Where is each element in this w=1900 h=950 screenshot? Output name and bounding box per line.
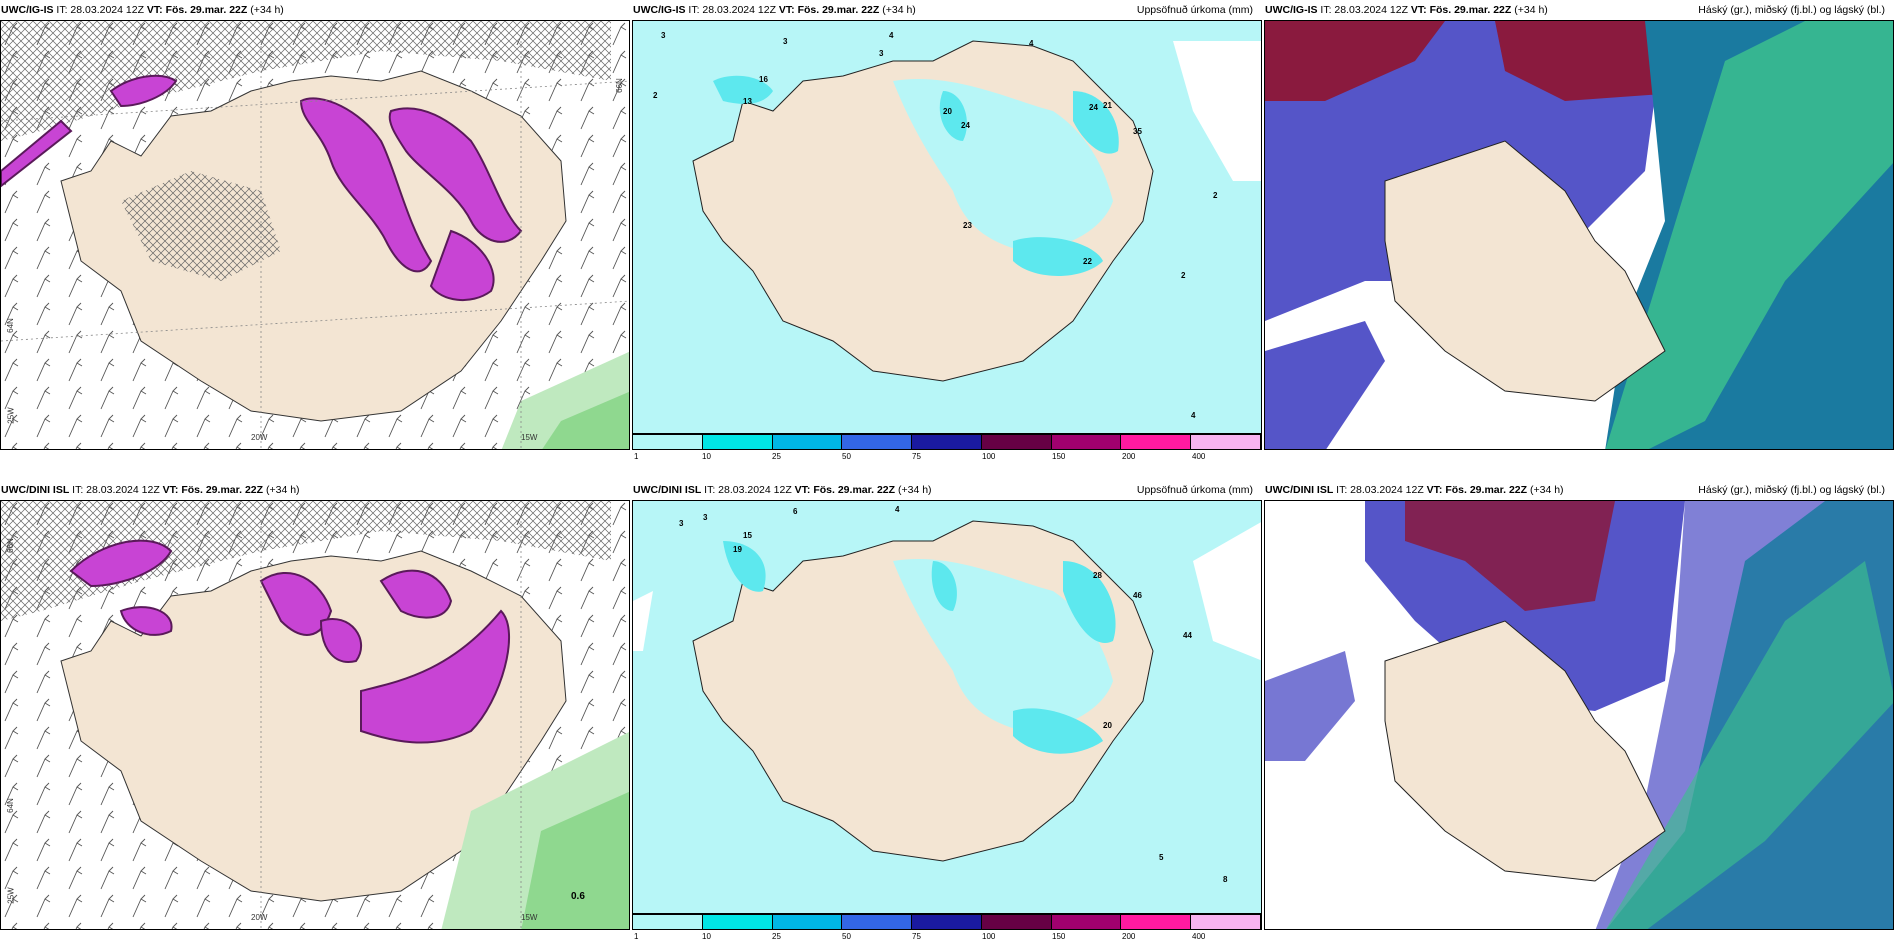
colorbar-ticks: 1 10 25 50 75 100 150 200 400 [634,452,1206,461]
side-lon-label: 25W [6,887,16,904]
panel-precip-row1: UWC/IG-IS IT: 28.03.2024 12Z VT: Fös. 29… [632,0,1262,461]
precip-label-layer: 3 3 6 4 15 19 28 46 44 20 8 5 [633,501,1261,913]
corner-value: 0.6 [571,891,585,902]
precip-value: 44 [1183,631,1192,640]
precip-value: 28 [1093,571,1102,580]
panel-header: UWC/IG-IS IT: 28.03.2024 12Z VT: Fös. 29… [1265,4,1885,16]
side-lon-label: 25W [6,407,16,424]
panel-header: UWC/DINI ISL IT: 28.03.2024 12Z VT: Fös.… [1,484,300,496]
map-precip[interactable]: 3 3 3 4 4 2 16 13 20 24 24 21 35 23 22 2… [632,20,1262,434]
precip-value: 19 [733,545,742,554]
panel-header: UWC/DINI ISL IT: 28.03.2024 12Z VT: Fös.… [633,484,1253,496]
map-precip[interactable]: 3 3 6 4 15 19 28 46 44 20 8 5 [632,500,1262,914]
precip-value: 3 [679,519,684,528]
precip-value: 3 [661,31,666,40]
precip-value: 3 [783,37,788,46]
lat-label-64n: 64N [5,318,15,333]
lon-tick-row: 20W 15W [251,433,538,442]
precip-value: 4 [889,31,894,40]
precip-value: 20 [1103,721,1112,730]
precip-value: 20 [943,107,952,116]
precip-value: 13 [743,97,752,106]
precip-value: 23 [963,221,972,230]
precip-value: 22 [1083,257,1092,266]
panel-header: UWC/DINI ISL IT: 28.03.2024 12Z VT: Fös.… [1265,484,1885,496]
panel-header: UWC/IG-IS IT: 28.03.2024 12Z VT: Fös. 29… [633,4,1253,16]
panel-clouds-row2: UWC/DINI ISL IT: 28.03.2024 12Z VT: Fös.… [1264,480,1894,930]
panel-precip-row2: UWC/DINI ISL IT: 28.03.2024 12Z VT: Fös.… [632,480,1262,941]
precip-value: 2 [1181,271,1186,280]
map-wind-hail[interactable]: 20W 15W 66N 64N 25W 0.6 [0,500,630,930]
precip-value: 4 [895,505,900,514]
precip-value: 21 [1103,101,1112,110]
precip-colorbar: 1 10 25 50 75 100 150 200 400 [632,914,1262,941]
lat-label-64n: 64N [5,798,15,813]
precip-value: 46 [1133,591,1142,600]
lat-label-66n: 66N [615,78,625,93]
panel-wind-hail-row2: UWC/DINI ISL IT: 28.03.2024 12Z VT: Fös.… [0,480,630,930]
precip-value: 3 [879,49,884,58]
precip-value: 2 [1213,191,1218,200]
precip-value: 6 [793,507,798,516]
precip-colorbar: 1 10 25 50 75 100 150 200 400 [632,434,1262,461]
colorbar [632,914,1262,930]
precip-value: 24 [961,121,970,130]
precip-value: 16 [759,75,768,84]
colorbar [632,434,1262,450]
panel-clouds-row1: UWC/IG-IS IT: 28.03.2024 12Z VT: Fös. 29… [1264,0,1894,450]
map-clouds[interactable] [1264,500,1894,930]
panel-wind-hail-row1: UWC/IG-IS IT: 28.03.2024 12Z VT: Fös. 29… [0,0,630,450]
map-clouds[interactable] [1264,20,1894,450]
precip-value: 4 [1191,411,1196,420]
panel-header: UWC/IG-IS IT: 28.03.2024 12Z VT: Fös. 29… [1,4,284,16]
lon-tick-row: 20W 15W [251,913,538,922]
lat-label-66n: 66N [5,538,15,553]
precip-value: 5 [1159,853,1164,862]
colorbar-ticks: 1 10 25 50 75 100 150 200 400 [634,932,1206,941]
precip-value: 3 [703,513,708,522]
precip-value: 8 [1223,875,1228,884]
precip-value: 15 [743,531,752,540]
precip-value: 24 [1089,103,1098,112]
precip-value: 4 [1029,39,1034,48]
precip-value: 2 [653,91,658,100]
precip-value: 35 [1133,127,1142,136]
precip-label-layer: 3 3 3 4 4 2 16 13 20 24 24 21 35 23 22 2… [633,21,1261,433]
